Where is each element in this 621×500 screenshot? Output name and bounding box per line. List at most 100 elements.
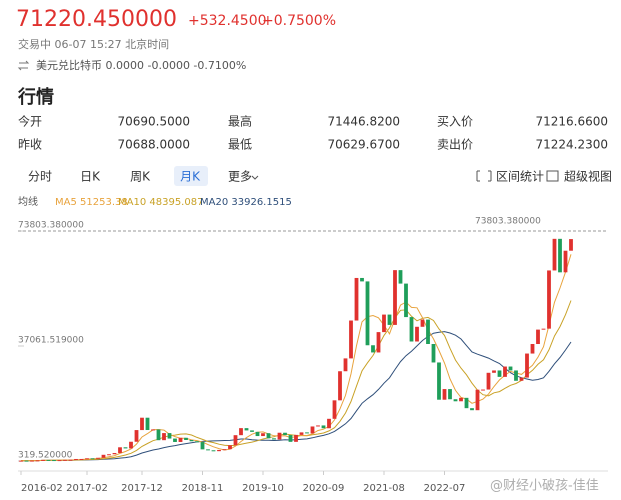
- candle-body: [123, 447, 128, 449]
- candle-body: [530, 344, 535, 354]
- quote-value: 71216.6600: [535, 115, 608, 129]
- tab[interactable]: 周K: [130, 170, 151, 184]
- candle-body: [63, 459, 67, 461]
- candle-body: [360, 277, 364, 282]
- candle-body: [68, 459, 73, 461]
- ma-label: MA20 33926.1515: [200, 197, 292, 208]
- candle-body: [470, 408, 474, 411]
- quote-value: 71224.2300: [535, 138, 608, 152]
- quote-label: 买入价: [437, 115, 473, 129]
- candle-body: [35, 460, 40, 462]
- candle-body: [448, 389, 452, 400]
- tab[interactable]: 分时: [28, 170, 52, 184]
- section-title: 行情: [17, 86, 54, 108]
- candle-body: [404, 283, 408, 318]
- candle-body: [255, 431, 260, 437]
- candle-body: [343, 358, 348, 372]
- candle-body: [96, 457, 100, 459]
- candle-body: [371, 345, 375, 353]
- candle-body: [52, 460, 56, 462]
- candle-body: [90, 458, 95, 460]
- candle-body: [398, 270, 403, 284]
- candle-body: [79, 458, 84, 460]
- candle-body: [30, 460, 34, 462]
- candle-body: [382, 314, 386, 333]
- y-tick-label: 73803.380000: [18, 221, 84, 231]
- candle-body: [459, 397, 463, 402]
- candle-body: [266, 433, 271, 439]
- candle-body: [519, 377, 524, 381]
- candle-body: [365, 281, 370, 346]
- candle-body: [420, 319, 425, 327]
- candle-body: [486, 372, 491, 390]
- candle-body: [299, 432, 304, 435]
- candle-body: [569, 239, 573, 251]
- x-tick-label: 2020-09: [303, 483, 345, 494]
- tab[interactable]: 日K: [80, 170, 101, 184]
- candle-body: [536, 329, 540, 345]
- candle-body: [409, 317, 414, 342]
- candle-body: [261, 433, 265, 437]
- ma-label: MA5 51253.38: [55, 197, 128, 208]
- candle-body: [46, 459, 51, 461]
- candle-body: [129, 441, 133, 449]
- candle-body: [321, 425, 326, 429]
- more-caret[interactable]: [251, 175, 259, 180]
- y-tick-label: 37061.519000: [18, 335, 84, 345]
- candle-body: [503, 366, 507, 377]
- candle-body: [288, 435, 293, 442]
- tool[interactable]: 区间统计: [496, 170, 544, 184]
- quote-value: 70690.5000: [117, 115, 190, 129]
- tool[interactable]: 超级视图: [564, 169, 612, 184]
- candle-body: [547, 270, 551, 329]
- candle-body: [41, 459, 45, 461]
- quote-label: 今开: [18, 114, 42, 129]
- quote-value: 70629.6700: [327, 138, 400, 152]
- candle-body: [316, 425, 320, 427]
- candle-body: [277, 432, 282, 440]
- swap-icon[interactable]: [17, 60, 30, 71]
- candle-body: [294, 434, 298, 442]
- x-tick-label: 2017-12: [121, 483, 163, 494]
- tab[interactable]: 更多: [228, 170, 252, 184]
- quote-label: 昨收: [18, 138, 42, 152]
- ma-label: MA10 48395.087: [118, 197, 203, 208]
- candle-body: [431, 344, 436, 363]
- candle-body: [244, 428, 249, 431]
- candle-body: [552, 238, 557, 271]
- quote-label: 卖出价: [437, 138, 473, 152]
- tab[interactable]: 月K: [180, 170, 201, 184]
- candle-body: [327, 418, 331, 429]
- candle-body: [118, 447, 122, 454]
- y-tick-label: 319.520000: [18, 451, 73, 461]
- candle-body: [24, 460, 29, 462]
- tab-selected-bg: [174, 166, 208, 186]
- candle-body: [112, 453, 117, 455]
- candle-body: [228, 445, 232, 450]
- candle-body: [222, 449, 227, 451]
- candle-body: [233, 435, 238, 446]
- candle-body: [442, 389, 447, 400]
- candle-body: [354, 277, 359, 321]
- candle-body: [376, 332, 381, 353]
- candle-body: [206, 449, 210, 451]
- candle-body: [211, 450, 216, 452]
- candle-body: [338, 371, 342, 401]
- candle-body: [558, 238, 562, 273]
- candle-body: [349, 320, 353, 359]
- candle-body: [541, 328, 546, 330]
- candle-body: [151, 429, 155, 431]
- candle-body: [184, 437, 188, 440]
- candle-body: [162, 433, 166, 441]
- candle-body: [217, 449, 221, 452]
- max-label: 73803.380000: [475, 217, 541, 227]
- candle-body: [19, 460, 23, 462]
- candle-body: [85, 458, 89, 460]
- candle-body: [200, 442, 205, 450]
- range-icon[interactable]: [476, 170, 492, 182]
- candle-body: [415, 326, 419, 342]
- pair: 美元兑比特币 0.0000 -0.0000 -0.7100%: [36, 58, 246, 72]
- candle-body: [437, 362, 441, 400]
- view-icon[interactable]: [546, 170, 559, 182]
